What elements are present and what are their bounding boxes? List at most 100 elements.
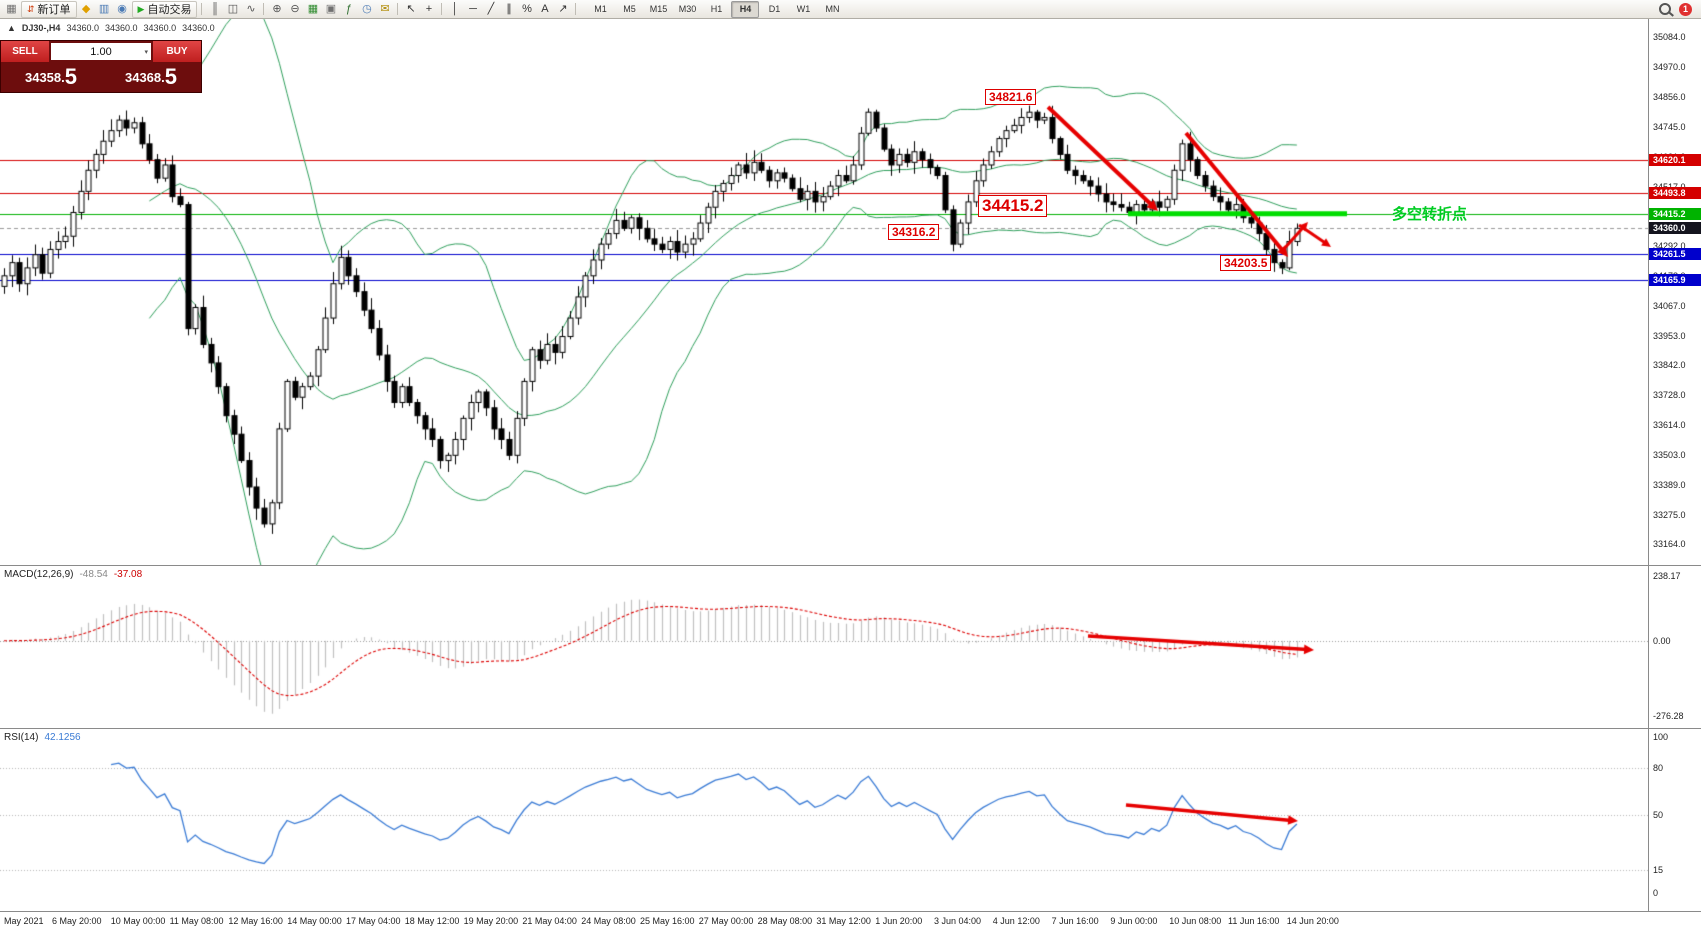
charts-grid-icon[interactable]: ▦ — [6, 2, 17, 15]
buy-price[interactable]: 34368. 5 — [101, 62, 201, 92]
arrows-tool-icon[interactable]: ↗ — [558, 2, 568, 15]
trendline-icon[interactable]: ╱ — [487, 2, 495, 15]
line-chart-icon[interactable]: ∿ — [246, 2, 256, 15]
auto-trading-icon: ▶ — [137, 3, 145, 14]
macd-canvas[interactable] — [0, 566, 1648, 728]
ohlc-close: 34360.0 — [182, 23, 215, 33]
time-axis-label: 21 May 04:00 — [522, 916, 577, 926]
time-axis-label: 19 May 20:00 — [463, 916, 519, 926]
buy-button[interactable]: BUY — [153, 41, 201, 62]
channel-icon[interactable]: ∥ — [506, 2, 512, 15]
buy-price-main: 34368. — [124, 69, 165, 85]
macd-axis-tick: 238.17 — [1653, 571, 1681, 581]
toolbar-separator — [575, 3, 577, 15]
rsi-label: RSI(14) 42.1256 — [4, 732, 81, 743]
zoom-out-icon[interactable]: ⊖ — [290, 2, 300, 15]
rsi-axis-tick: 80 — [1653, 763, 1664, 774]
time-axis-label: 31 May 12:00 — [816, 916, 871, 926]
macd-panel: MACD(12,26,9) -48.54 -37.08 238.17 0.00 -2… — [0, 566, 1701, 729]
main-chart-canvas[interactable] — [0, 19, 1648, 565]
time-axis-label: 7 Jun 16:00 — [1051, 916, 1099, 926]
tf-m15-button[interactable]: M15 — [649, 4, 668, 14]
tf-w1-button[interactable]: W1 — [796, 4, 811, 14]
sell-price-big: 5 — [64, 64, 77, 89]
toolbar-separator — [263, 3, 265, 15]
rsi-canvas[interactable] — [0, 729, 1648, 911]
sell-button[interactable]: SELL — [1, 41, 49, 62]
one-click-trade-panel: SELL 1.00 ▾ BUY 34358. 5 34368. 5 — [0, 40, 202, 93]
tf-mn-button[interactable]: MN — [825, 4, 840, 14]
tf-m30-button[interactable]: M30 — [678, 4, 697, 14]
trade-panel-prices: 34358. 5 34368. 5 — [1, 62, 201, 92]
toolbar-separator — [441, 3, 443, 15]
horizontal-line-icon[interactable]: ─ — [469, 2, 477, 15]
sell-price[interactable]: 34358. 5 — [1, 62, 101, 92]
rsi-name: RSI(14) — [4, 732, 39, 743]
toolbar: ▦ ⇵ 新订单 ◆ ▥ ◉ ▶ 自动交易 ║ ◫ ∿ ⊕ ⊖ ▦ ▣ ƒ ◷ ✉ ↖ + │ ─ ╱ ∥% A ↗ M1 M5 M15… — [0, 0, 1701, 19]
time-axis-label: 10 Jun 08:00 — [1169, 916, 1222, 926]
time-axis-label: 14 Jun 20:00 — [1286, 916, 1339, 926]
new-order-button-label: 新订单 — [37, 4, 71, 16]
toolbar-separator — [397, 3, 399, 15]
cascade-windows-icon[interactable]: ▣ — [325, 2, 337, 15]
price-level-badge: 34360.0 — [1649, 222, 1701, 235]
time-axis-label: 3 Jun 04:00 — [934, 916, 982, 926]
auto-trading-button-label: 自动交易 — [147, 4, 192, 16]
volume-input[interactable]: 1.00 ▾ — [51, 43, 151, 60]
tile-windows-icon[interactable]: ▦ — [307, 2, 319, 15]
time-axis-label: 11 Jun 16:00 — [1228, 916, 1280, 926]
vertical-line-icon[interactable]: │ — [451, 2, 459, 15]
rsi-axis-tick: 15 — [1653, 864, 1664, 875]
rsi-panel: RSI(14) 42.1256 100 80 50 15 0 — [0, 729, 1701, 912]
price-tick: 35084.0 — [1653, 32, 1686, 43]
zoom-in-icon[interactable]: ⊕ — [272, 2, 282, 15]
time-axis-label: May 2021 — [4, 916, 44, 926]
ohlc-open: 34360.0 — [66, 23, 99, 33]
market-watch-icon[interactable]: ▥ — [98, 2, 110, 15]
price-level-badge: 34261.5 — [1649, 248, 1701, 261]
price-tick: 34856.0 — [1653, 92, 1686, 103]
crosshair-icon[interactable]: + — [425, 2, 433, 15]
price-tick: 33389.0 — [1653, 479, 1686, 490]
price-tick: 33953.0 — [1653, 330, 1686, 341]
price-axis[interactable]: 35084.034970.034856.034745.034631.034517… — [1648, 19, 1701, 565]
auto-trading-button[interactable]: ▶ 自动交易 — [131, 0, 198, 18]
volume-value: 1.00 — [90, 45, 112, 58]
time-axis-label: 12 May 16:00 — [228, 916, 283, 926]
fibonacci-icon[interactable]: % — [522, 2, 532, 15]
periods-icon[interactable]: ◷ — [362, 2, 372, 15]
navigator-icon[interactable]: ◉ — [117, 2, 127, 15]
time-axis[interactable]: May 2021 6 May 20:00 10 May 00:00 11 May 08… — [0, 912, 1701, 930]
new-order-icon: ⇵ — [27, 3, 35, 14]
indicators-icon[interactable]: ƒ — [345, 2, 353, 15]
cursor-icon[interactable]: ↖ — [406, 2, 416, 15]
ohlc-low: 34360.0 — [143, 23, 177, 33]
symbol-ohlc-header: ▲ DJ30-,H4 34360.0 34360.0 34360.0 34360… — [7, 23, 215, 33]
notification-badge[interactable]: 1 — [1679, 2, 1692, 16]
trade-panel-controls: SELL 1.00 ▾ BUY — [1, 41, 201, 62]
macd-axis-tick: -276.28 — [1653, 711, 1684, 721]
time-axis-label: 1 Jun 20:00 — [875, 916, 923, 926]
alerts-icon[interactable]: ✉ — [380, 2, 390, 15]
price-level-badge: 34415.2 — [1649, 207, 1701, 220]
candlestick-chart-icon[interactable]: ◫ — [227, 2, 239, 15]
tf-h4-button[interactable]: H4 — [731, 0, 760, 18]
time-axis-label: 14 May 00:00 — [287, 916, 342, 926]
new-order-button[interactable]: ⇵ 新订单 — [21, 0, 77, 18]
text-tool-icon[interactable]: A — [541, 2, 549, 15]
price-tick: 33614.0 — [1653, 420, 1686, 431]
time-axis-label: 6 May 20:00 — [52, 916, 102, 926]
search-icon[interactable] — [1659, 3, 1671, 15]
bar-chart-icon[interactable]: ║ — [211, 2, 219, 15]
tf-d1-button[interactable]: D1 — [768, 4, 781, 14]
tf-h1-button[interactable]: H1 — [710, 4, 723, 14]
tf-m1-button[interactable]: M1 — [594, 4, 607, 14]
macd-value: -48.54 — [79, 569, 108, 580]
time-axis-label: 9 Jun 00:00 — [1110, 916, 1158, 926]
rsi-value: 42.1256 — [44, 732, 81, 743]
chevron-down-icon[interactable]: ▾ — [144, 48, 148, 56]
favorites-icon[interactable]: ◆ — [81, 2, 91, 15]
tf-m5-button[interactable]: M5 — [623, 4, 636, 14]
rsi-axis: 100 80 50 15 0 — [1648, 729, 1701, 911]
